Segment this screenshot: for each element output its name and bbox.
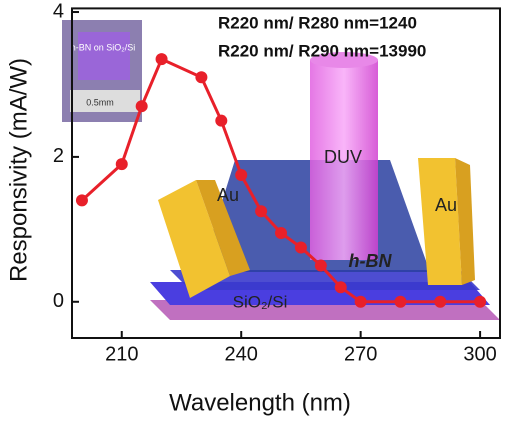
data-point bbox=[354, 295, 367, 308]
data-point bbox=[235, 169, 248, 182]
annotation: R220 nm/ R280 nm=1240 bbox=[218, 13, 417, 32]
film-label: h-BN bbox=[349, 251, 393, 271]
data-point bbox=[115, 158, 128, 171]
y-tick-label: 2 bbox=[53, 145, 64, 167]
x-tick-label: 270 bbox=[344, 343, 377, 365]
data-point bbox=[394, 295, 407, 308]
data-point bbox=[195, 71, 208, 84]
annotation: R220 nm/ R290 nm=13990 bbox=[218, 41, 426, 60]
y-axis-label: Responsivity (mA/W) bbox=[5, 58, 32, 282]
data-point bbox=[334, 281, 347, 294]
data-point bbox=[215, 114, 228, 127]
x-axis-label: Wavelength (nm) bbox=[169, 389, 351, 416]
data-point bbox=[75, 194, 88, 207]
data-point bbox=[255, 205, 268, 218]
inset-label: h-BN on SiO₂/Si bbox=[71, 42, 136, 52]
inset-scale: 0.5mm bbox=[86, 97, 114, 107]
data-point bbox=[474, 295, 487, 308]
y-tick-label: 0 bbox=[53, 290, 64, 312]
x-tick-label: 210 bbox=[105, 343, 138, 365]
electrode-label: Au bbox=[435, 195, 457, 215]
data-point bbox=[135, 100, 148, 113]
plot-frame bbox=[71, 7, 501, 340]
beam-label: DUV bbox=[324, 147, 362, 167]
electrode-label: Au bbox=[217, 185, 239, 205]
illustration bbox=[62, 20, 500, 320]
data-point bbox=[294, 241, 307, 254]
data-line bbox=[80, 57, 481, 304]
y-tick-label: 4 bbox=[53, 0, 64, 22]
substrate-label: SiO₂/Si bbox=[233, 292, 288, 311]
data-point bbox=[155, 53, 168, 66]
data-point bbox=[314, 259, 327, 272]
x-tick-label: 240 bbox=[225, 343, 258, 365]
x-tick-label: 300 bbox=[463, 343, 496, 365]
data-point bbox=[275, 226, 288, 239]
data-point bbox=[434, 295, 447, 308]
